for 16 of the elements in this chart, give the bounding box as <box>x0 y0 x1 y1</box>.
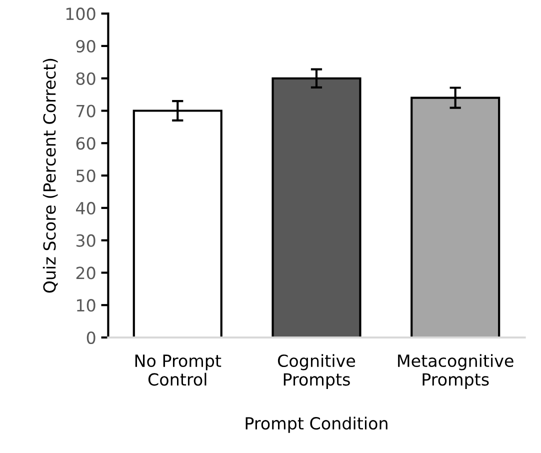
y-tick-label: 90 <box>76 40 96 53</box>
x-tick-label: No Prompt Control <box>135 354 222 386</box>
y-tick-label: 80 <box>76 72 96 85</box>
x-axis-title: Prompt Condition <box>246 416 388 433</box>
y-tick-label: 100 <box>66 8 96 20</box>
x-tick-label: Cognitive Prompts <box>278 354 356 389</box>
y-tick-label: 30 <box>76 234 96 247</box>
y-tick-label: 40 <box>76 202 96 214</box>
y-axis-title: Quiz Score (Percent Correct) <box>42 58 58 293</box>
y-tick-label: 20 <box>76 266 96 280</box>
y-tick-label: 0 <box>86 331 96 344</box>
y-tick-label: 10 <box>77 299 96 312</box>
x-tick-label: Metacognitive Prompts <box>398 354 514 389</box>
y-tick-label: 60 <box>76 137 96 150</box>
y-tick-label: 70 <box>76 104 96 118</box>
y-tick-label: 50 <box>76 170 96 182</box>
